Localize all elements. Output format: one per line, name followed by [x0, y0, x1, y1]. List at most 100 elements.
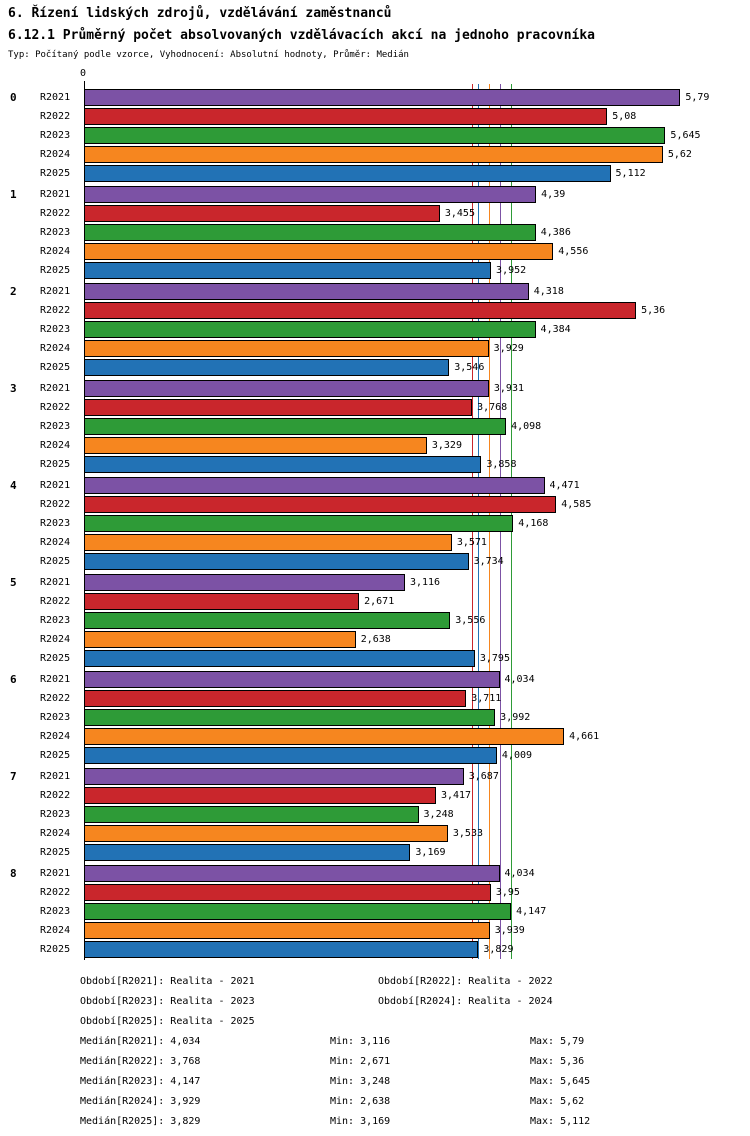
bar-value-label: 3,768 [477, 402, 508, 413]
bar-row: R2023 4,384 [0, 320, 750, 339]
bar-r2024 [84, 146, 663, 163]
series-label: R2023 [40, 518, 71, 529]
bar-r2021 [84, 768, 464, 785]
bar-value-label: 4,585 [561, 499, 592, 510]
series-label: R2025 [40, 556, 71, 567]
series-label: R2022 [40, 402, 71, 413]
bar-r2025 [84, 553, 469, 570]
bar-group-7: 7 R2021 3,687 R2022 3,417 R2023 3,248 R2024 3,53… [0, 767, 750, 862]
series-label: R2023 [40, 421, 71, 432]
bar-row: R2021 4,318 [0, 282, 750, 301]
bar-r2023 [84, 612, 451, 629]
bar-row: R2024 5,62 [0, 145, 750, 164]
series-label: R2025 [40, 265, 71, 276]
bar-r2023 [84, 515, 514, 532]
bar-value-label: 3,711 [471, 693, 502, 704]
bar-value-label: 3,455 [444, 208, 475, 219]
bar-row: R2025 3,952 [0, 261, 750, 280]
series-label: R2023 [40, 130, 71, 141]
bar-row: R2023 3,556 [0, 611, 750, 630]
bar-r2025 [84, 456, 482, 473]
series-label: R2025 [40, 847, 71, 858]
bar-row: R2022 5,36 [0, 301, 750, 320]
bar-value-label: 3,734 [473, 556, 504, 567]
bar-value-label: 4,384 [540, 324, 571, 335]
chart-settings-subtitle: Typ: Počítaný podle vzorce, Vyhodnocení:… [8, 50, 409, 60]
bar-row: R2022 3,417 [0, 786, 750, 805]
series-label: R2023 [40, 324, 71, 335]
bar-row: R2024 2,638 [0, 630, 750, 649]
bar-value-label: 5,08 [612, 111, 637, 122]
bar-value-label: 2,671 [364, 596, 395, 607]
bar-r2022 [84, 302, 637, 319]
legend-period: Období[R2024]: Realita - 2024 [378, 996, 553, 1007]
bar-value-label: 3,533 [452, 828, 483, 839]
bar-value-label: 3,952 [496, 265, 527, 276]
series-label: R2025 [40, 168, 71, 179]
bar-row: R2025 4,009 [0, 746, 750, 765]
bar-row: R2025 3,829 [0, 940, 750, 959]
bar-r2021 [84, 574, 405, 591]
bar-value-label: 5,79 [685, 92, 710, 103]
group-label: 6 [10, 673, 17, 686]
bar-value-label: 3,992 [500, 712, 531, 723]
bar-r2022 [84, 108, 608, 125]
series-label: R2024 [40, 440, 71, 451]
bar-r2024 [84, 243, 554, 260]
bar-row: R2022 3,768 [0, 398, 750, 417]
bar-value-label: 3,571 [456, 537, 487, 548]
bar-r2021 [84, 865, 500, 882]
series-label: R2021 [40, 577, 71, 588]
bar-r2023 [84, 321, 536, 338]
bar-r2024 [84, 631, 356, 648]
bar-r2024 [84, 340, 489, 357]
series-label: R2022 [40, 887, 71, 898]
bar-row: R2025 3,734 [0, 552, 750, 571]
bar-value-label: 3,546 [454, 362, 485, 373]
bar-r2022 [84, 205, 440, 222]
bar-group-6: 6 R2021 4,034 R2022 3,711 R2023 3,992 R2024 4,66… [0, 670, 750, 765]
x-axis-tick [84, 81, 85, 88]
legend-max: Max: 5,79 [530, 1036, 585, 1047]
bar-r2021 [84, 671, 500, 688]
bar-r2025 [84, 359, 450, 376]
series-label: R2022 [40, 499, 71, 510]
bar-r2021 [84, 380, 489, 397]
bar-group-3: 3 R2021 3,931 R2022 3,768 R2023 4,098 R2024 3,32… [0, 379, 750, 474]
series-label: R2022 [40, 596, 71, 607]
legend-min: Min: 3,248 [330, 1076, 391, 1087]
series-label: R2025 [40, 362, 71, 373]
series-label: R2023 [40, 227, 71, 238]
bar-value-label: 4,318 [533, 286, 564, 297]
series-label: R2022 [40, 693, 71, 704]
bar-value-label: 4,39 [541, 189, 566, 200]
series-label: R2022 [40, 305, 71, 316]
bar-r2021 [84, 89, 681, 106]
legend-max: Max: 5,62 [530, 1096, 585, 1107]
bar-row: R2021 4,034 [0, 864, 750, 883]
legend-min: Min: 3,169 [330, 1116, 391, 1127]
bar-value-label: 4,147 [516, 906, 547, 917]
bar-r2023 [84, 806, 419, 823]
bar-row: R2024 3,329 [0, 436, 750, 455]
bar-r2025 [84, 747, 497, 764]
series-label: R2024 [40, 246, 71, 257]
legend-period: Období[R2023]: Realita - 2023 [80, 996, 255, 1007]
legend-median: Medián[R2024]: 3,929 [80, 1096, 201, 1107]
group-label: 1 [10, 188, 17, 201]
bar-row: R2022 2,671 [0, 592, 750, 611]
bar-value-label: 3,169 [415, 847, 446, 858]
bar-value-label: 4,386 [540, 227, 571, 238]
series-label: R2024 [40, 537, 71, 548]
bar-r2023 [84, 127, 666, 144]
group-label: 7 [10, 770, 17, 783]
series-label: R2025 [40, 653, 71, 664]
bar-r2025 [84, 165, 611, 182]
bar-row: R2021 4,034 [0, 670, 750, 689]
bar-r2022 [84, 787, 436, 804]
bar-value-label: 5,62 [667, 149, 692, 160]
series-label: R2023 [40, 615, 71, 626]
series-label: R2021 [40, 674, 71, 685]
bar-value-label: 3,248 [423, 809, 454, 820]
bar-row: R2024 3,533 [0, 824, 750, 843]
